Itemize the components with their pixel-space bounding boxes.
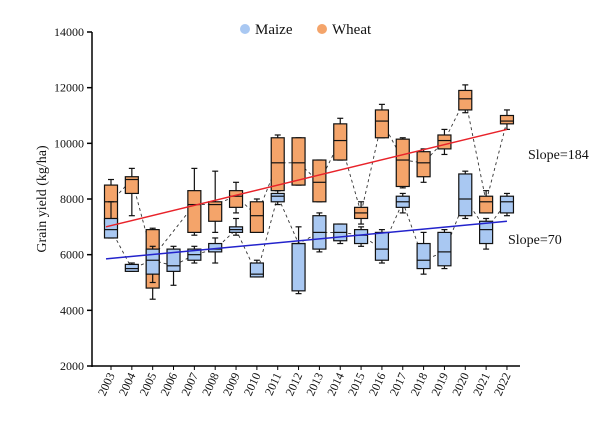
x-tick-label: 2012 [282,370,305,398]
x-tick-label: 2006 [157,370,180,398]
x-tick-label: 2018 [407,370,430,398]
wheat-box-2016 [374,109,390,139]
maize-slope-label: Slope=70 [508,233,562,248]
wheat-box-2020 [458,89,473,111]
maize-box-2016 [374,231,390,261]
maize-trend-line [105,220,508,260]
y-axis-label: Grain yield (kg/ha) [35,145,50,253]
x-tick-label: 2017 [387,370,410,398]
x-tick-label: 2015 [345,370,368,398]
maize-box-2005 [145,248,160,275]
x-tick-label: 2021 [470,370,493,398]
maize-legend-label: Maize [255,22,293,38]
maize-box-2004 [124,263,139,272]
wheat-box-2009 [228,190,244,208]
maize-box-2021 [479,220,494,245]
x-tick-label: 2014 [324,370,347,398]
wheat-box-2004 [124,176,139,195]
x-tick-label: 2016 [366,370,389,398]
x-tick-label: 2022 [491,370,514,398]
x-tick-label: 2011 [262,370,285,397]
maize-box-2019 [437,231,452,267]
y-tick-label: 2000 [60,359,84,373]
maize-box-2012 [291,242,306,292]
wheat-box-2019 [437,134,452,150]
y-tick-label: 4000 [60,303,84,317]
wheat-box-2007 [187,190,202,233]
wheat-box-2008 [208,201,223,222]
x-tick-label: 2009 [220,370,243,398]
wheat-box-2018 [416,151,431,178]
y-tick-label: 6000 [60,248,84,262]
x-tick-label: 2013 [303,370,326,398]
wheat-box-2022 [499,114,515,125]
wheat-slope-label: Slope=184 [528,148,589,163]
wheat-legend-marker [317,24,327,34]
x-tick-label: 2019 [428,370,451,398]
y-tick-label: 8000 [60,192,84,206]
wheat-box-2014 [333,123,348,161]
wheat-legend-label: Wheat [332,22,372,38]
wheat-box-2021 [479,195,494,214]
wheat-box-2010 [249,201,264,234]
x-tick-label: 2020 [449,370,472,398]
wheat-box-2013 [312,159,327,203]
maize-box-2020 [458,173,473,217]
maize-box-2022 [499,195,515,214]
y-tick-label: 14000 [54,25,84,39]
wheat-box-2011 [270,137,285,192]
maize-box-2015 [353,229,369,245]
wheat-box-2012 [291,137,306,186]
y-tick-label: 10000 [54,136,84,150]
x-tick-label: 2007 [178,370,201,398]
maize-box-2011 [270,192,285,203]
maize-box-2010 [249,262,264,278]
maize-box-2018 [416,242,431,270]
wheat-box-2017 [395,138,410,188]
x-tick-label: 2003 [95,370,118,398]
x-tick-label: 2004 [116,370,139,398]
y-tick-label: 12000 [54,81,84,95]
maize-box-2003 [103,217,119,239]
x-tick-label: 2008 [199,370,222,398]
x-tick-label: 2005 [137,370,160,398]
x-tick-label: 2010 [241,370,264,398]
maize-legend-marker [240,24,250,34]
wheat-trend-line [105,128,508,228]
